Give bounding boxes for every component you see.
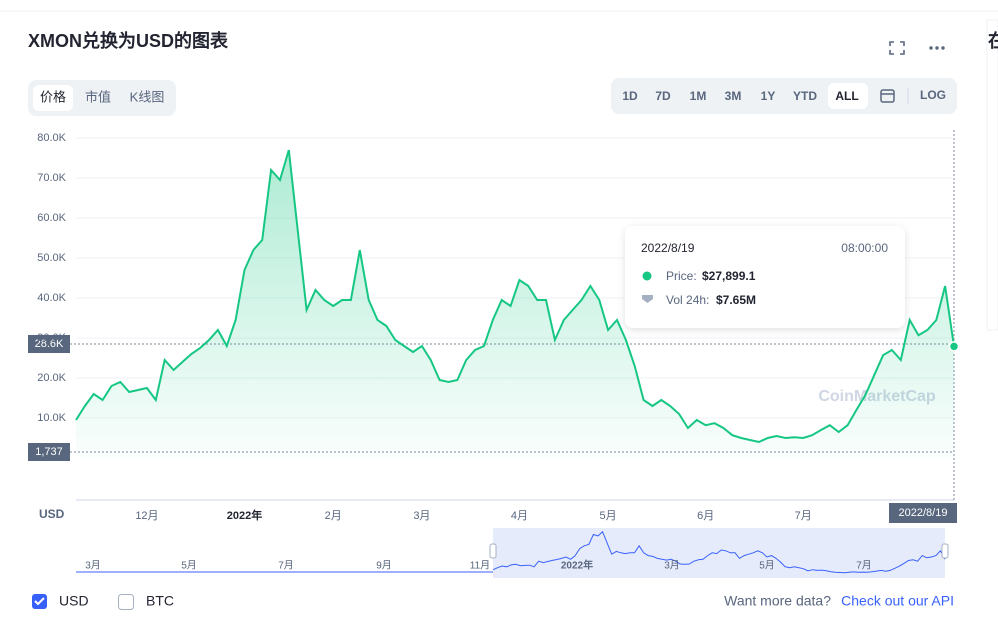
navigator-label: 7月 <box>856 560 872 572</box>
current-label: 28.6K <box>35 338 64 350</box>
range-button[interactable]: 1Y <box>761 89 776 103</box>
price-area <box>76 150 954 458</box>
current-point <box>948 341 960 352</box>
footer-text: Want more data? <box>724 593 831 609</box>
tooltip-price: $27,899.1 <box>702 269 756 283</box>
tooltip-dot <box>642 271 652 281</box>
legend-btc[interactable]: BTC <box>146 593 174 609</box>
x-axis-label: USD <box>39 507 65 521</box>
tooltip: 2022/8/19 08:00:00 Price: $27,899.1 Vol … <box>625 226 905 328</box>
navigator-handle[interactable] <box>489 543 497 559</box>
y-tick-label: 10.0K <box>37 412 66 424</box>
min-label-bg <box>28 443 70 461</box>
navigator-window[interactable] <box>493 528 945 578</box>
y-tick-label: 50.0K <box>37 252 66 264</box>
x-tick-label: 2月 <box>325 510 342 522</box>
y-tick-label: 30.0K <box>37 332 66 344</box>
navigator-label: 7月 <box>278 560 294 572</box>
x-tick-label: 12月 <box>135 510 158 522</box>
min-label: 1,737 <box>35 446 63 458</box>
footer-link[interactable]: Check out our API <box>841 593 954 609</box>
range-button[interactable]: 1D <box>622 89 638 103</box>
x-tick-label: 6月 <box>697 510 714 522</box>
tooltip-price-label: Price: <box>666 269 697 283</box>
range-button[interactable]: 7D <box>655 89 671 103</box>
navigator-label: 9月 <box>376 560 392 572</box>
y-tick-label: 20.0K <box>37 372 66 384</box>
sidebar-text: 在 <box>988 30 998 51</box>
fullscreen-icon[interactable] <box>889 41 905 55</box>
tooltip-vol-label: Vol 24h: <box>666 293 709 307</box>
navigator-label: 5月 <box>181 560 197 572</box>
tooltip-time: 08:00:00 <box>841 241 888 255</box>
navigator-label: 3月 <box>664 560 680 572</box>
price-line <box>75 149 955 444</box>
more-icon[interactable] <box>929 46 945 50</box>
y-tick-label: 80.0K <box>37 132 66 144</box>
range-button[interactable]: YTD <box>793 89 817 103</box>
date-label-bg <box>889 503 957 523</box>
x-tick-label: 5月 <box>600 510 617 522</box>
tooltip-vol-icon <box>642 295 653 303</box>
sidebar <box>986 19 998 331</box>
navigator-handle[interactable] <box>941 543 949 559</box>
range-button[interactable]: ALL <box>835 89 858 103</box>
x-tick-label: 3月 <box>413 510 430 522</box>
y-tick-label: 60.0K <box>37 212 66 224</box>
navigator-label: 5月 <box>759 560 775 572</box>
tab[interactable]: K线图 <box>130 89 165 104</box>
y-tick-label: 40.0K <box>37 292 66 304</box>
legend-checkbox-btc[interactable] <box>118 594 134 610</box>
tooltip-box <box>625 226 905 328</box>
tooltip-date: 2022/8/19 <box>641 241 695 255</box>
navigator-label: 11月 <box>470 560 490 572</box>
current-label-bg <box>28 335 70 353</box>
range-active <box>828 83 868 109</box>
x-tick-label: 4月 <box>511 510 528 522</box>
x-tick-label: 2022年 <box>227 508 262 522</box>
navigator-line <box>492 530 946 574</box>
tab[interactable]: 市值 <box>85 89 111 104</box>
date-label: 2022/8/19 <box>899 507 948 519</box>
range-button[interactable]: 3M <box>725 89 742 103</box>
x-tick-label: 7月 <box>795 510 812 522</box>
tab-active <box>33 85 73 111</box>
range-group <box>611 78 957 114</box>
tooltip-vol: $7.65M <box>716 293 756 307</box>
legend-usd[interactable]: USD <box>59 593 89 609</box>
title: XMON兑换为USD的图表 <box>28 30 229 51</box>
range-button[interactable]: 1M <box>690 89 707 103</box>
tab[interactable]: 价格 <box>40 89 66 104</box>
navigator-label: 3月 <box>85 560 101 572</box>
y-tick-label: 70.0K <box>37 172 66 184</box>
navigator-label: 2022年 <box>561 559 593 572</box>
check-icon <box>34 597 45 606</box>
calendar-icon[interactable] <box>880 89 895 103</box>
log-button[interactable]: LOG <box>920 88 946 102</box>
